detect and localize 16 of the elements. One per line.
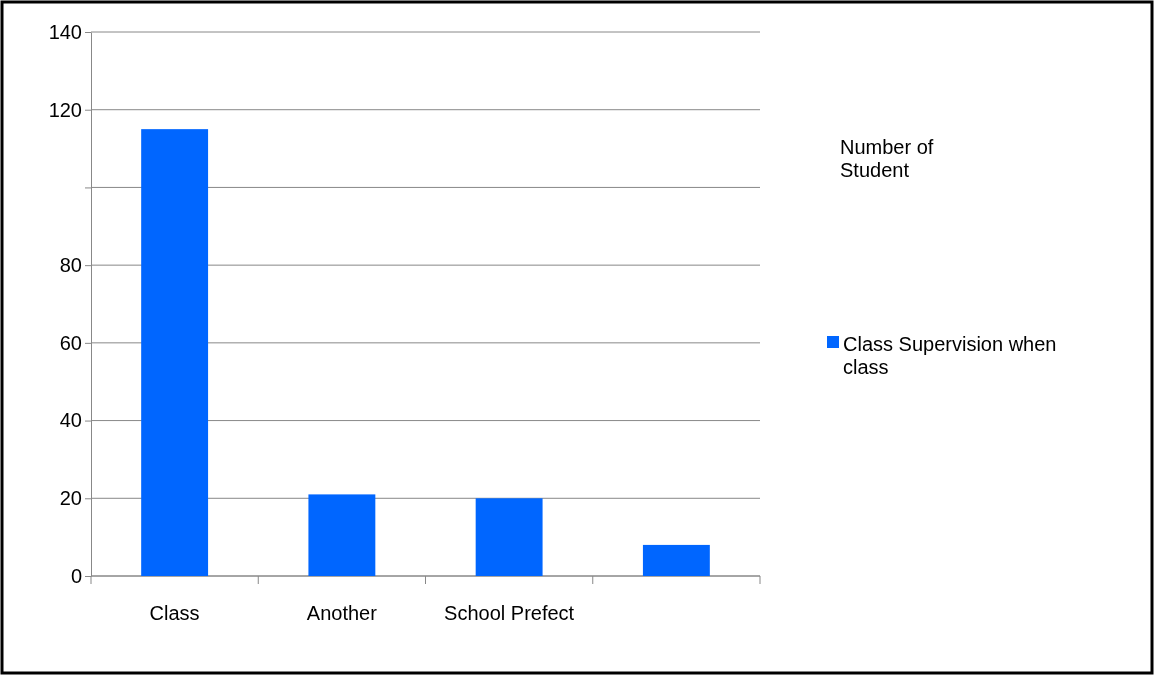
y-tick-label: 0 <box>70 564 82 587</box>
y-tick-label: 40 <box>59 409 82 432</box>
bar <box>308 494 376 576</box>
y-tick-label: 20 <box>59 487 82 510</box>
bar <box>475 498 543 576</box>
y-tick-label: 140 <box>48 20 82 43</box>
y-tick-label: 120 <box>48 98 82 121</box>
legend-label: Class Supervision when class <box>843 333 1057 378</box>
x-tick-label: Class <box>149 602 200 624</box>
text: Number of Student <box>840 136 934 181</box>
x-tick-label: School Prefect <box>444 602 575 624</box>
bar <box>642 544 710 576</box>
bar <box>141 129 209 576</box>
y-tick-label: 80 <box>59 254 82 277</box>
y-tick-label: 60 <box>59 331 82 354</box>
x-tick-label: Another <box>306 602 378 624</box>
